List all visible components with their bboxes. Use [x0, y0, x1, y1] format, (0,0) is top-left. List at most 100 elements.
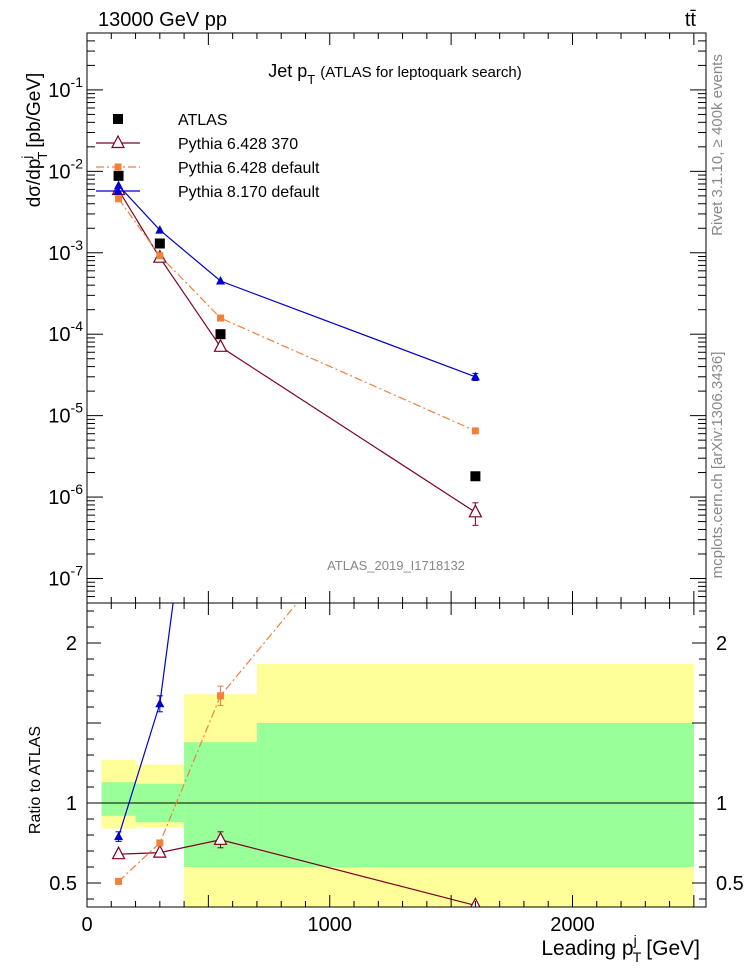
- process-label: tt̄: [685, 9, 697, 31]
- marker-square: [215, 329, 226, 340]
- ratio-y-axis-label: Ratio to ATLAS: [27, 726, 44, 834]
- main-y-axis-label: dσ/dpjT [pb/GeV]: [19, 73, 50, 208]
- y-tick-label: 10-1: [48, 74, 83, 102]
- marker-square: [217, 692, 225, 700]
- series-line: [118, 185, 476, 378]
- rivet-label: Rivet 3.1.10, ≥ 400k events: [709, 54, 726, 236]
- y-tick-label: 10-5: [48, 400, 83, 428]
- x-label-main: Leading p: [541, 937, 633, 960]
- marker-open-triangle: [213, 831, 228, 845]
- marker-triangle: [155, 698, 165, 708]
- ratio-y-tick-label-right: 0.5: [716, 873, 744, 895]
- chart-title-suffix: (ATLAS for leptoquark search): [320, 64, 521, 81]
- series-line: [118, 189, 476, 513]
- y-tick-exp: -5: [71, 400, 84, 416]
- main-y-label-unit: [pb/GeV]: [24, 73, 45, 148]
- y-tick-exp: -2: [71, 155, 84, 171]
- marker-open-triangle: [111, 134, 125, 149]
- y-tick-exp: -3: [71, 237, 84, 253]
- ratio-series-line: [118, 839, 476, 906]
- marker-open-triangle: [111, 845, 126, 860]
- ratio-y-tick-label-right: 1: [716, 793, 727, 815]
- ratio-y-tick-label-right: 2: [716, 633, 727, 655]
- legend-label: Pythia 8.170 default: [178, 184, 320, 201]
- main-y-label-sup: j: [19, 156, 34, 160]
- ratio-series-0: [111, 831, 481, 907]
- chart-title-sub: T: [307, 72, 315, 87]
- series-1: [111, 181, 483, 526]
- x-axis-label: Leading pj T [GeV]: [541, 932, 700, 965]
- x-label-sup: j: [633, 932, 637, 948]
- main-y-label-sub: T: [35, 152, 50, 160]
- ratio-y-tick-label-left: 2: [66, 633, 77, 655]
- x-tick-label: 0: [81, 914, 92, 936]
- ratio-panel: 0 1000 2000 0.5 0.5 1 1 2 2: [49, 602, 744, 936]
- x-label-unit: [GeV]: [646, 937, 700, 960]
- legend-label: ATLAS: [178, 112, 228, 129]
- y-tick-label: 10-2: [48, 155, 83, 183]
- ratio-series-line: [117, 603, 174, 837]
- legend-entry: Pythia 6.428 default: [96, 160, 320, 177]
- legend-label: Pythia 6.428 default: [178, 160, 320, 177]
- collision-label: 13000 GeV pp: [98, 9, 227, 31]
- y-tick-base: 10: [48, 243, 70, 265]
- legend-entry: ATLAS: [113, 112, 228, 129]
- chart-title: Jet pT (ATLAS for leptoquark search): [268, 61, 521, 87]
- ratio-y-tick-label-left: 0.5: [49, 873, 77, 895]
- y-tick-exp: -4: [71, 318, 84, 334]
- marker-square: [156, 252, 164, 260]
- marker-triangle: [470, 371, 480, 381]
- marker-triangle: [113, 186, 123, 195]
- y-tick-exp: -7: [71, 562, 84, 578]
- series-line: [118, 198, 476, 432]
- marker-square: [217, 314, 225, 322]
- marker-square: [115, 195, 123, 203]
- chart-title-main: Jet p: [268, 61, 307, 81]
- legend-label: Pythia 6.428 370: [178, 136, 298, 153]
- y-tick-exp: -1: [71, 74, 84, 90]
- y-tick-exp: -6: [71, 481, 84, 497]
- y-tick-label: 10-3: [48, 237, 83, 265]
- legend-entry: Pythia 8.170 default: [96, 184, 320, 201]
- main-y-label-main: dσ/dp: [24, 159, 45, 208]
- legend: ATLAS Pythia 6.428 370 Pythia 6.428 defaul…: [96, 112, 320, 201]
- marker-triangle: [216, 276, 226, 285]
- y-tick-base: 10: [48, 324, 70, 346]
- y-tick-base: 10: [48, 80, 70, 102]
- series-0: [113, 170, 481, 482]
- y-tick-label: 10-6: [48, 481, 83, 509]
- marker-square: [471, 427, 479, 435]
- y-tick-base: 10: [48, 568, 70, 590]
- marker-square: [156, 839, 164, 847]
- x-label-sub: T: [633, 949, 642, 965]
- series-3: [114, 180, 480, 382]
- ratio-series-2: [114, 603, 174, 842]
- ratio-y-tick-label-left: 1: [66, 793, 77, 815]
- mcplots-label: mcplots.cern.ch [arXiv:1306.3436]: [709, 352, 726, 579]
- y-tick-base: 10: [48, 406, 70, 428]
- marker-open-triangle: [468, 503, 483, 518]
- analysis-label: ATLAS_2019_I1718132: [327, 558, 465, 573]
- uncertainty-band-inner: [256, 723, 694, 867]
- marker-square: [113, 114, 123, 124]
- y-tick-label: 10-7: [48, 562, 83, 590]
- legend-entry: Pythia 6.428 370: [96, 134, 298, 153]
- y-tick-base: 10: [48, 161, 70, 183]
- marker-triangle: [155, 225, 165, 234]
- marker-square: [113, 170, 124, 181]
- series-2: [115, 195, 479, 435]
- marker-open-triangle: [152, 844, 167, 858]
- marker-square: [470, 471, 481, 482]
- marker-triangle: [114, 180, 124, 190]
- ratio-series-line: [118, 603, 298, 882]
- marker-open-triangle: [213, 338, 228, 352]
- y-tick-label: 10-4: [48, 318, 83, 346]
- y-tick-base: 10: [48, 487, 70, 509]
- main-panel: 10-710-610-510-410-310-210-1: [48, 32, 707, 604]
- ratio-series-1: [115, 603, 298, 885]
- marker-square: [154, 238, 165, 249]
- marker-square: [114, 163, 122, 171]
- marker-triangle: [114, 831, 124, 841]
- x-tick-label: 1000: [307, 914, 352, 936]
